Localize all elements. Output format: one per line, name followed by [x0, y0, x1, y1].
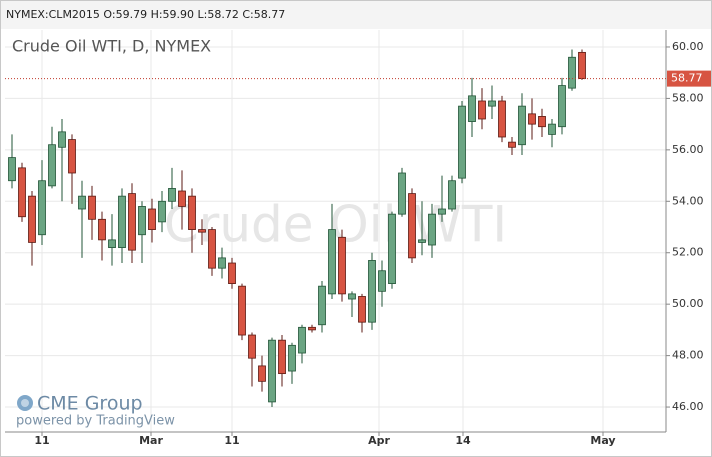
candle-body: [408, 193, 416, 259]
x-tick-label: 11: [224, 434, 239, 447]
y-tick-label: 48.00: [672, 349, 704, 362]
candle-body: [418, 239, 426, 243]
candle-body: [568, 56, 576, 89]
candle-body: [428, 213, 436, 246]
candle-body: [158, 200, 166, 223]
candle-body: [528, 113, 536, 125]
candle-body: [168, 188, 176, 202]
candle-body: [468, 95, 476, 122]
candle-body: [318, 285, 326, 326]
x-tick-label: 14: [455, 434, 471, 447]
candle-body: [88, 195, 96, 220]
x-tick-label: Mar: [139, 434, 163, 447]
last-price-box: [667, 70, 711, 87]
candle-body: [398, 172, 406, 215]
candle-body: [578, 51, 586, 80]
candle-body: [278, 339, 286, 375]
candle-body: [508, 141, 516, 148]
logo-brand: CME Group: [37, 393, 143, 415]
y-tick-label: 52.00: [672, 246, 704, 259]
candle-body: [198, 229, 206, 233]
candle-body: [58, 131, 66, 148]
candle-body: [548, 123, 556, 135]
candle-body: [128, 193, 136, 251]
candle-body: [378, 270, 386, 292]
candle-body: [348, 293, 356, 300]
y-tick-label: 56.00: [672, 143, 704, 156]
candle-body: [238, 285, 246, 336]
x-tick-label: Apr: [368, 434, 390, 447]
candle-body: [138, 206, 146, 236]
candle-body: [438, 208, 446, 215]
candle-body: [208, 229, 216, 269]
candle-body: [78, 195, 86, 210]
logo-globe-inner: [21, 399, 29, 407]
candle-body: [388, 213, 396, 284]
candle-body: [268, 339, 276, 403]
candle-body: [48, 144, 56, 187]
candle-body: [298, 326, 306, 354]
candle-body: [498, 100, 506, 138]
candle-body: [258, 365, 266, 382]
candle-body: [338, 236, 346, 295]
candle-body: [18, 167, 26, 218]
header-bar: [1, 1, 711, 29]
candle-body: [188, 195, 196, 230]
candle-body: [148, 208, 156, 230]
symbol-header: NYMEX:CLM2015 O:59.79 H:59.90 L:58.72 C:…: [6, 8, 285, 21]
candle-body: [108, 239, 116, 248]
candle-body: [488, 100, 496, 107]
candle-body: [228, 262, 236, 284]
logo-powered: powered by TradingView: [16, 414, 175, 429]
last-price-label: 58.77: [671, 72, 703, 85]
candle-body: [8, 157, 16, 182]
candle-body: [358, 296, 366, 323]
candle-body: [68, 139, 76, 174]
y-tick-label: 46.00: [672, 400, 704, 413]
candle-body: [308, 326, 316, 331]
candle-body: [518, 105, 526, 146]
candle-body: [478, 100, 486, 120]
candle-body: [368, 260, 376, 323]
y-tick-label: 50.00: [672, 297, 704, 310]
candle-body: [98, 218, 106, 241]
candle-body: [328, 229, 336, 295]
y-tick-label: 54.00: [672, 194, 704, 207]
candle-body: [28, 195, 36, 243]
candle-body: [218, 257, 226, 269]
y-tick-label: 60.00: [672, 40, 704, 53]
candle-body: [38, 180, 46, 236]
candle-body: [448, 180, 456, 210]
candle-body: [538, 116, 546, 128]
candle-body: [118, 195, 126, 248]
candle-body: [178, 190, 186, 207]
candle-body: [248, 334, 256, 359]
candle-body: [458, 105, 466, 179]
chart-title: Crude Oil WTI, D, NYMEX: [12, 37, 211, 56]
logo: CME Group powered by TradingView: [16, 393, 175, 429]
candle-body: [558, 85, 566, 128]
plot: Crude Oil WTI: [5, 30, 666, 432]
y-tick-label: 58.00: [672, 91, 704, 104]
x-tick-label: May: [590, 434, 615, 447]
candle-body: [288, 344, 296, 372]
x-tick-label: 11: [34, 434, 49, 447]
